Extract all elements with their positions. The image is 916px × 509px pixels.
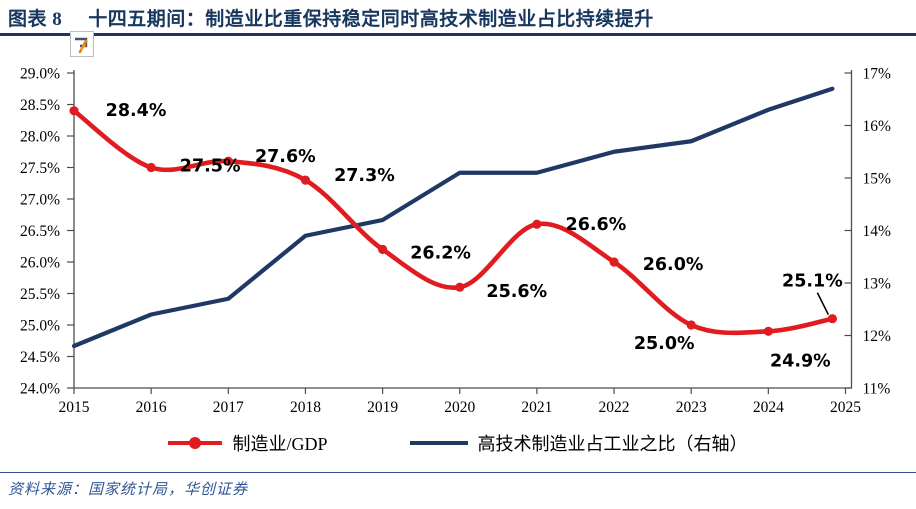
svg-text:13%: 13% bbox=[863, 276, 892, 293]
svg-text:2017: 2017 bbox=[213, 399, 244, 416]
figure-header: 图表 8 十四五期间：制造业比重保持稳定同时高技术制造业占比持续提升 bbox=[0, 0, 916, 57]
svg-text:14%: 14% bbox=[863, 223, 892, 240]
svg-text:16%: 16% bbox=[863, 118, 892, 135]
svg-text:26.6%: 26.6% bbox=[566, 215, 627, 235]
svg-text:2023: 2023 bbox=[676, 399, 707, 416]
svg-text:27.0%: 27.0% bbox=[20, 192, 60, 209]
svg-text:26.0%: 26.0% bbox=[20, 255, 60, 272]
svg-text:26.5%: 26.5% bbox=[20, 223, 60, 240]
figure-number: 图表 8 bbox=[8, 9, 63, 30]
svg-text:24.9%: 24.9% bbox=[770, 351, 831, 371]
svg-text:28.4%: 28.4% bbox=[106, 101, 167, 121]
svg-text:2020: 2020 bbox=[444, 399, 475, 416]
legend-label: 高技术制造业占工业之比（右轴） bbox=[477, 434, 748, 454]
red-dot-icon bbox=[189, 437, 202, 449]
axes bbox=[73, 70, 853, 389]
svg-text:17%: 17% bbox=[863, 66, 892, 83]
svg-text:2018: 2018 bbox=[290, 399, 321, 416]
navy-line-swatch bbox=[409, 441, 468, 445]
svg-text:25.0%: 25.0% bbox=[634, 334, 695, 354]
svg-text:27.5%: 27.5% bbox=[180, 157, 241, 177]
svg-text:2022: 2022 bbox=[599, 399, 630, 416]
red-line-marker-swatch bbox=[168, 437, 223, 449]
svg-text:28.0%: 28.0% bbox=[20, 129, 60, 146]
red-series-markers bbox=[69, 106, 837, 336]
svg-text:29.0%: 29.0% bbox=[20, 66, 60, 83]
legend-item-manufacturing-gdp[interactable]: 制造业/GDP bbox=[168, 430, 328, 456]
figure-footer: 资料来源：国家统计局，华创证券 bbox=[0, 472, 916, 499]
svg-text:25.0%: 25.0% bbox=[20, 318, 60, 335]
data-labels: 28.4% 27.5% 27.6% 27.3% 26.2% 25.6% 26.6% 26.0%… bbox=[106, 101, 843, 371]
svg-text:2024: 2024 bbox=[753, 399, 784, 416]
svg-text:27.3%: 27.3% bbox=[334, 166, 395, 186]
svg-text:2021: 2021 bbox=[521, 399, 552, 416]
svg-text:24.5%: 24.5% bbox=[20, 349, 60, 366]
legend-item-hightech-share[interactable]: 高技术制造业占工业之比（右轴） bbox=[409, 430, 748, 456]
svg-text:12%: 12% bbox=[863, 328, 892, 345]
label-leader-line bbox=[816, 292, 830, 316]
chart-canvas: 29.0% 28.5% 28.0% 27.5% 27.0% 26.5% 26.0% 25.5%… bbox=[20, 66, 892, 417]
svg-text:11%: 11% bbox=[863, 381, 891, 398]
legend-label: 制造业/GDP bbox=[232, 434, 328, 454]
svg-text:2015: 2015 bbox=[59, 399, 90, 416]
svg-text:2019: 2019 bbox=[367, 399, 398, 416]
svg-text:2025: 2025 bbox=[830, 399, 861, 416]
svg-text:2016: 2016 bbox=[136, 399, 167, 416]
figure-title: 十四五期间：制造业比重保持稳定同时高技术制造业占比持续提升 bbox=[88, 9, 654, 30]
figure-title-row: 图表 8 十四五期间：制造业比重保持稳定同时高技术制造业占比持续提升 bbox=[8, 4, 654, 31]
title-divider bbox=[0, 33, 916, 36]
svg-text:25.5%: 25.5% bbox=[20, 286, 60, 303]
svg-text:24.0%: 24.0% bbox=[20, 381, 60, 398]
svg-text:25.6%: 25.6% bbox=[486, 282, 547, 302]
chart-legend: 制造业/GDP 高技术制造业占工业之比（右轴） bbox=[0, 430, 916, 456]
svg-text:27.5%: 27.5% bbox=[20, 160, 60, 177]
svg-text:26.2%: 26.2% bbox=[410, 243, 471, 263]
svg-text:28.5%: 28.5% bbox=[20, 97, 60, 114]
red-series-line bbox=[71, 108, 835, 336]
svg-text:25.1%: 25.1% bbox=[782, 272, 843, 292]
blue-series-line bbox=[71, 86, 835, 349]
svg-text:27.6%: 27.6% bbox=[255, 147, 316, 167]
left-axis-ticks: 29.0% 28.5% 28.0% 27.5% 27.0% 26.5% 26.0% 25.5%… bbox=[20, 66, 74, 398]
svg-text:15%: 15% bbox=[863, 171, 892, 188]
data-source-note: 资料来源：国家统计局，华创证券 bbox=[8, 482, 249, 498]
right-axis-ticks: 17% 16% 15% 14% 13% 12% 11% bbox=[844, 66, 892, 398]
pencil-glyph bbox=[75, 37, 88, 54]
annotation-pencil-icon[interactable] bbox=[70, 31, 94, 57]
svg-text:26.0%: 26.0% bbox=[643, 255, 704, 275]
x-axis-ticks: 2015 2016 2017 2018 2019 2020 2021 2022 2023 2024… bbox=[59, 388, 861, 416]
